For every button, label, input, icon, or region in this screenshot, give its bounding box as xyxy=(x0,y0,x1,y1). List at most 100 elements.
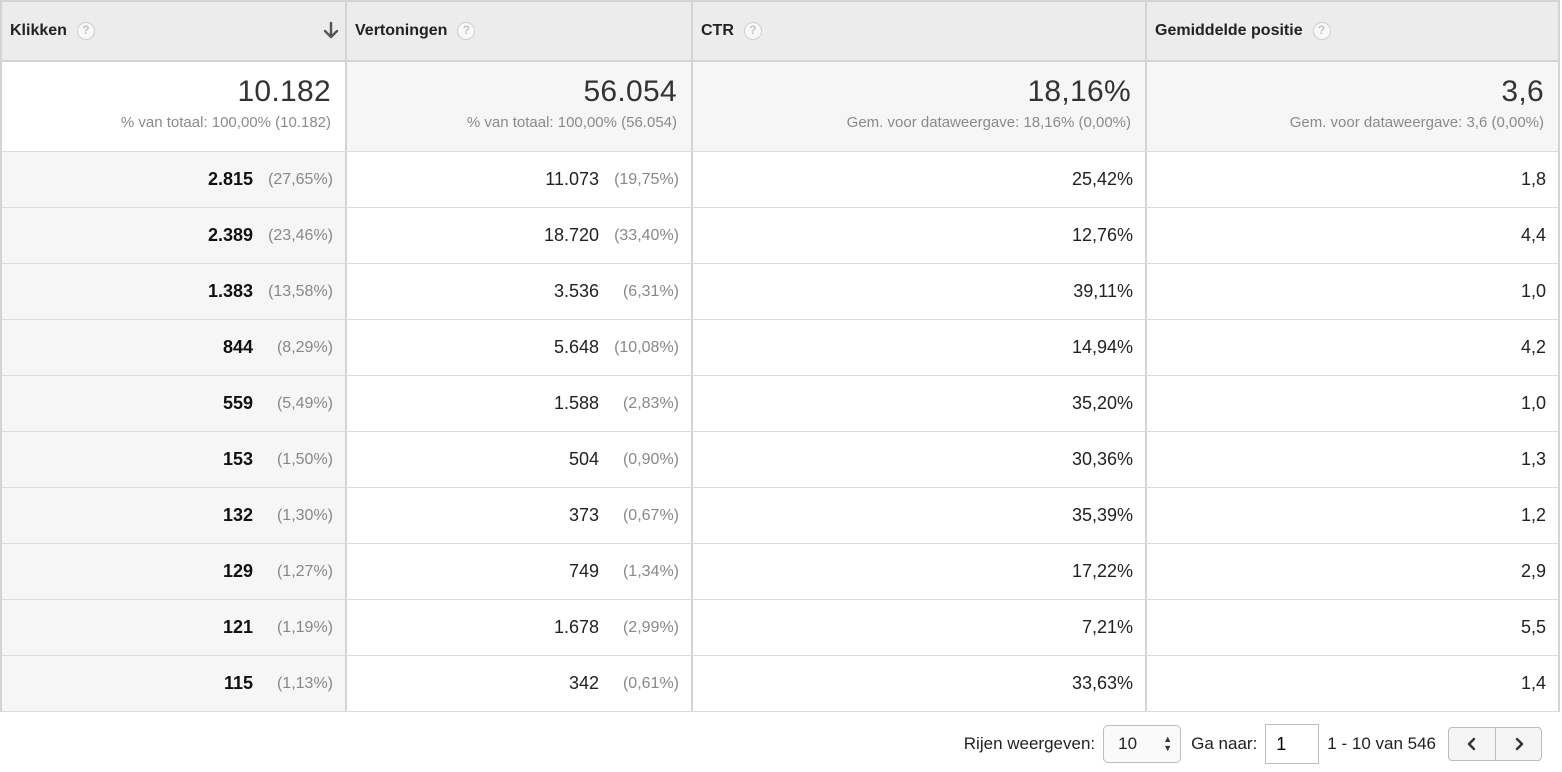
chevron-right-icon xyxy=(1515,737,1523,751)
help-icon[interactable]: ? xyxy=(1312,22,1331,40)
cell-clicks: 2.389 (23,46%) xyxy=(2,208,347,263)
cell-ctr: 14,94% xyxy=(693,320,1147,375)
cell-impressions: 342 (0,61%) xyxy=(347,656,693,711)
impressions-percent: (10,08%) xyxy=(614,338,679,356)
header-avg-position[interactable]: Gemiddelde positie ? xyxy=(1147,2,1558,60)
totals-row: 10.182 % van totaal: 100,00% (10.182) 56… xyxy=(2,62,1558,152)
total-ctr: 18,16% Gem. voor dataweergave: 18,16% (0… xyxy=(693,62,1147,151)
cell-impressions: 373 (0,67%) xyxy=(347,488,693,543)
clicks-value: 559 xyxy=(222,393,253,413)
updown-arrows-icon: ▲ ▼ xyxy=(1163,734,1173,753)
table-row: 2.815 (27,65%) 11.073 (19,75%) 25,42% 1,8 xyxy=(2,152,1558,208)
header-impressions[interactable]: Vertoningen ? xyxy=(347,2,693,60)
rows-per-page-value: 10 xyxy=(1118,734,1138,753)
clicks-value: 129 xyxy=(222,561,253,581)
clicks-value: 1.383 xyxy=(207,281,253,301)
ctr-value: 7,21% xyxy=(1081,617,1133,637)
position-value: 1,8 xyxy=(1520,169,1546,189)
rows-per-page-select[interactable]: 10 ▲ ▼ xyxy=(1103,725,1182,763)
page-range: 1 - 10 van 546 xyxy=(1327,734,1436,753)
total-value: 3,6 xyxy=(1501,75,1544,108)
help-icon[interactable]: ? xyxy=(743,22,762,40)
table-row: 153 (1,50%) 504 (0,90%) 30,36% 1,3 xyxy=(2,432,1558,488)
ctr-value: 30,36% xyxy=(1071,449,1133,469)
table-row: 559 (5,49%) 1.588 (2,83%) 35,20% 1,0 xyxy=(2,376,1558,432)
cell-ctr: 39,11% xyxy=(693,264,1147,319)
table-row: 2.389 (23,46%) 18.720 (33,40%) 12,76% 4,4 xyxy=(2,208,1558,264)
clicks-percent: (23,46%) xyxy=(268,226,333,244)
total-subtext: Gem. voor dataweergave: 3,6 (0,00%) xyxy=(1289,114,1544,131)
clicks-value: 153 xyxy=(222,449,253,469)
impressions-value: 373 xyxy=(568,505,599,525)
cell-ctr: 12,76% xyxy=(693,208,1147,263)
impressions-value: 3.536 xyxy=(553,281,599,301)
cell-ctr: 35,39% xyxy=(693,488,1147,543)
help-icon[interactable]: ? xyxy=(457,22,476,40)
cell-impressions: 1.588 (2,83%) xyxy=(347,376,693,431)
impressions-value: 5.648 xyxy=(553,337,599,357)
header-ctr[interactable]: CTR ? xyxy=(693,2,1147,60)
cell-clicks: 1.383 (13,58%) xyxy=(2,264,347,319)
table-header: Klikken ? Vertoningen ? CTR ? Gemiddelde… xyxy=(2,2,1558,62)
cell-ctr: 30,36% xyxy=(693,432,1147,487)
cell-clicks: 132 (1,30%) xyxy=(2,488,347,543)
clicks-percent: (1,30%) xyxy=(276,506,333,524)
rows-per-page-label: Rijen weergeven: xyxy=(963,734,1096,753)
clicks-percent: (27,65%) xyxy=(268,170,333,188)
table-body: 2.815 (27,65%) 11.073 (19,75%) 25,42% 1,8 2.38… xyxy=(2,152,1558,712)
cell-impressions: 3.536 (6,31%) xyxy=(347,264,693,319)
impressions-percent: (0,67%) xyxy=(622,506,679,524)
cell-impressions: 5.648 (10,08%) xyxy=(347,320,693,375)
help-icon[interactable]: ? xyxy=(76,22,95,40)
next-page-button[interactable] xyxy=(1495,728,1541,760)
goto-label: Ga naar: xyxy=(1191,734,1258,753)
clicks-percent: (1,50%) xyxy=(276,450,333,468)
goto-page-input[interactable] xyxy=(1265,724,1320,764)
cell-impressions: 18.720 (33,40%) xyxy=(347,208,693,263)
total-value: 56.054 xyxy=(583,75,677,108)
position-value: 1,2 xyxy=(1520,505,1546,525)
total-avg-position: 3,6 Gem. voor dataweergave: 3,6 (0,00%) xyxy=(1147,62,1558,151)
clicks-percent: (1,19%) xyxy=(276,618,333,636)
previous-page-button[interactable] xyxy=(1449,728,1495,760)
header-label: Vertoningen xyxy=(355,22,448,39)
sort-down-arrow-icon[interactable] xyxy=(321,20,341,42)
clicks-percent: (1,13%) xyxy=(276,674,333,692)
cell-clicks: 121 (1,19%) xyxy=(2,600,347,655)
position-value: 1,3 xyxy=(1520,449,1546,469)
cell-avg-position: 1,0 xyxy=(1147,376,1558,431)
clicks-value: 132 xyxy=(222,505,253,525)
cell-avg-position: 1,8 xyxy=(1147,152,1558,207)
clicks-value: 2.815 xyxy=(207,169,253,189)
position-value: 2,9 xyxy=(1520,561,1546,581)
table-row: 132 (1,30%) 373 (0,67%) 35,39% 1,2 xyxy=(2,488,1558,544)
position-value: 1,4 xyxy=(1520,673,1546,693)
position-value: 1,0 xyxy=(1520,393,1546,413)
cell-clicks: 559 (5,49%) xyxy=(2,376,347,431)
ctr-value: 33,63% xyxy=(1071,673,1133,693)
impressions-percent: (6,31%) xyxy=(622,282,679,300)
position-value: 4,4 xyxy=(1520,225,1546,245)
total-value: 10.182 xyxy=(237,75,331,108)
clicks-percent: (1,27%) xyxy=(276,562,333,580)
page-nav xyxy=(1448,727,1542,761)
impressions-percent: (2,99%) xyxy=(622,618,679,636)
ctr-value: 39,11% xyxy=(1073,281,1133,301)
ctr-value: 12,76% xyxy=(1071,225,1133,245)
cell-avg-position: 4,4 xyxy=(1147,208,1558,263)
impressions-value: 342 xyxy=(568,673,599,693)
clicks-percent: (5,49%) xyxy=(276,394,333,412)
clicks-value: 121 xyxy=(222,617,253,637)
clicks-percent: (13,58%) xyxy=(268,282,333,300)
impressions-value: 749 xyxy=(568,561,599,581)
position-value: 4,2 xyxy=(1520,337,1546,357)
cell-clicks: 844 (8,29%) xyxy=(2,320,347,375)
chevron-left-icon xyxy=(1467,737,1476,751)
cell-ctr: 7,21% xyxy=(693,600,1147,655)
cell-avg-position: 1,4 xyxy=(1147,656,1558,711)
header-clicks[interactable]: Klikken ? xyxy=(2,2,347,60)
clicks-value: 115 xyxy=(223,673,253,693)
impressions-value: 18.720 xyxy=(543,225,599,245)
cell-ctr: 35,20% xyxy=(693,376,1147,431)
cell-impressions: 1.678 (2,99%) xyxy=(347,600,693,655)
